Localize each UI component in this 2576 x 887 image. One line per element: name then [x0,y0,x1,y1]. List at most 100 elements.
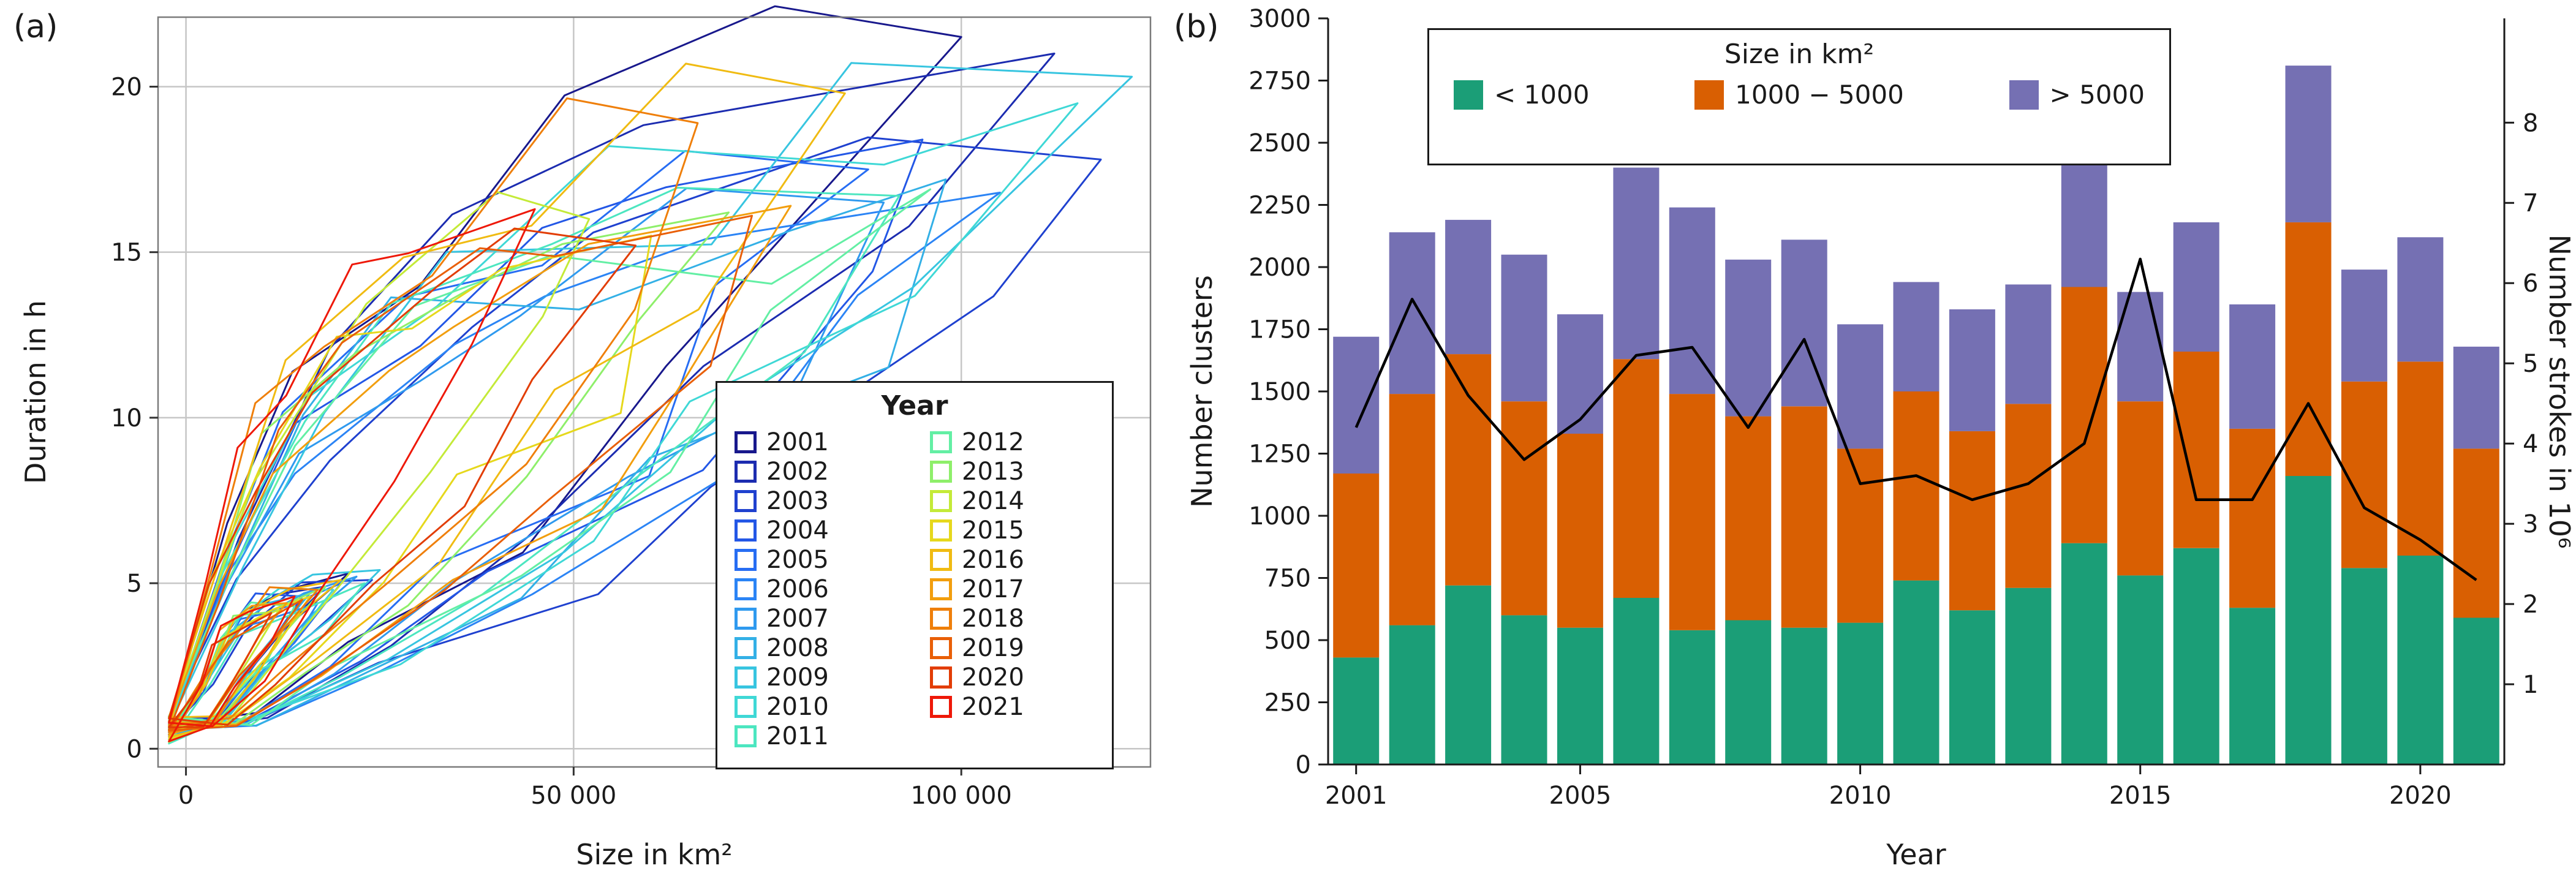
year-loop-2011 [168,186,901,726]
legend-a-entry-label: 2001 [766,428,829,456]
year-loop-2005 [168,149,869,727]
panel-b-label: (b) [1174,9,1219,45]
legend-b-swatch-icon [2009,80,2039,110]
legend-a-entry-label: 2013 [962,458,1024,486]
bar-2002-segment-0 [1389,625,1435,764]
right-axis-tick-label: 1 [2523,671,2538,699]
legend-a-entry-label: 2020 [962,663,1024,692]
bar-2018-segment-2 [2285,66,2332,222]
panel-a-x-axis-title: Size in km² [576,838,733,871]
bar-2015-segment-1 [2117,401,2164,576]
left-axis-tick-label: 2250 [1248,192,1311,220]
right-axis-tick-label: 4 [2523,430,2538,458]
bar-2017-segment-0 [2229,608,2276,764]
left-axis-tick-label: 500 [1264,627,1311,655]
bar-2008-segment-1 [1725,416,1772,621]
panel-b-legend-entries: < 1000 1000 − 5000 > 5000 [1429,70,2169,110]
legend-a-key-icon [735,666,757,689]
legend-a-entry-label: 2019 [962,634,1024,662]
bar-2003-segment-1 [1445,354,1492,586]
panel-a-legend: Year 2001 2002 2003 2004 2005 2006 2007 2008 200… [716,381,1114,769]
year-inner-loop-2021 [168,595,296,742]
year-loop-2016 [168,62,846,719]
bar-2014-segment-1 [2061,287,2107,543]
legend-b-entry: 1000 − 5000 [1694,80,1904,110]
bar-2004-segment-0 [1501,615,1547,764]
year-inner-loop-2020 [168,612,273,728]
right-axis-tick-label: 8 [2523,109,2538,137]
legend-a-entry-2002: 2002 [735,457,914,486]
legend-a-entry-2007: 2007 [735,604,914,633]
legend-a-entry-2016: 2016 [930,545,1109,575]
legend-a-key-icon [735,608,757,630]
legend-a-key-icon [735,725,757,747]
legend-a-key-icon [930,578,952,600]
panel-a-label: (a) [13,9,58,45]
bar-2008-segment-2 [1725,259,1772,417]
panel-b-plot: 0250500750100012501500175020002250250027… [1248,5,2538,810]
x-axis-tick-label: 2001 [1325,782,1388,810]
legend-a-key-icon [930,431,952,453]
legend-a-entry-2021: 2021 [930,692,1109,722]
bar-2014-segment-0 [2061,543,2107,764]
bar-2016-segment-1 [2173,352,2219,548]
legend-b-entry-label: 1000 − 5000 [1735,80,1904,110]
legend-a-entry-label: 2015 [962,516,1024,545]
legend-a-entry-label: 2011 [766,722,829,750]
bar-2012-segment-2 [1949,309,1995,431]
legend-b-swatch-icon [1694,80,1724,110]
y-axis-tick-label: 15 [111,239,142,267]
x-axis-tick-label: 2010 [1829,782,1892,810]
left-axis-tick-label: 1250 [1248,440,1311,469]
legend-b-swatch-icon [1454,80,1483,110]
year-loop-2008 [168,178,947,727]
bar-2001-segment-1 [1333,474,1380,658]
panel-b-left-axis-title: Number clusters [1185,275,1218,508]
legend-a-key-icon [735,578,757,600]
legend-a-key-icon [930,696,952,718]
legend-a-entry-2020: 2020 [930,663,1109,692]
bar-2013-segment-0 [2005,587,2052,764]
legend-b-entry: > 5000 [2009,80,2145,110]
legend-a-entry-2015: 2015 [930,516,1109,545]
bar-2020-segment-2 [2397,237,2444,362]
bar-2006-segment-2 [1613,167,1660,360]
legend-a-key-icon [735,431,757,453]
legend-a-entry-label: 2018 [962,605,1024,633]
bar-2012-segment-0 [1949,610,1995,764]
x-axis-tick-label: 50 000 [531,782,616,810]
year-loop-2019 [168,214,753,732]
bar-2002-segment-1 [1389,394,1435,625]
legend-b-entry-label: < 1000 [1494,80,1590,110]
bar-2016-segment-0 [2173,548,2219,764]
strokes-line [1354,257,2477,581]
bar-2008-segment-0 [1725,620,1772,764]
panel-a-y-axis-title: Duration in h [19,300,52,485]
legend-b-entry: < 1000 [1454,80,1589,110]
legend-a-entry-2019: 2019 [930,633,1109,663]
bar-2010-segment-2 [1837,324,1884,449]
panel-b-right-axis-title: Number strokes in 10⁶ [2543,234,2576,549]
legend-a-entry-label: 2014 [962,487,1024,515]
legend-a-entry-label: 2012 [962,428,1024,456]
legend-a-entry-label: 2009 [766,663,829,692]
left-axis-tick-label: 0 [1296,751,1311,779]
bar-2006-segment-1 [1613,359,1660,598]
left-axis-tick-label: 1500 [1248,378,1311,406]
bar-2012-segment-1 [1949,431,1995,611]
left-axis-tick-label: 3000 [1248,5,1311,33]
legend-a-key-icon [930,461,952,483]
x-axis-tick-label: 0 [178,782,194,810]
legend-a-entry-2013: 2013 [930,457,1109,486]
legend-a-entry-2017: 2017 [930,575,1109,604]
bar-2018-segment-1 [2285,222,2332,476]
bar-2005-segment-1 [1557,434,1603,628]
bar-2009-segment-0 [1781,627,1827,764]
right-axis-tick-label: 5 [2523,350,2538,378]
right-axis-tick-label: 7 [2523,189,2538,217]
bar-2011-segment-2 [1893,282,1940,391]
year-loop-2020 [168,227,637,726]
bar-2003-segment-0 [1445,585,1492,764]
panel-border [157,16,1152,768]
legend-a-entry-label: 2010 [766,693,829,721]
